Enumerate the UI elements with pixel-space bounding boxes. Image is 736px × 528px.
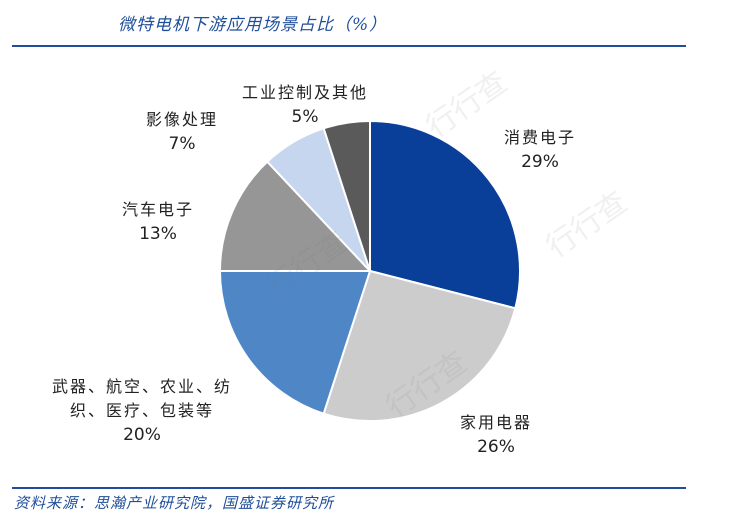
slice-label-group: 家用电器 26% bbox=[460, 413, 532, 457]
slice-label-group: 汽车电子 13% bbox=[122, 200, 194, 244]
chart-title: 微特电机下游应用场景占比（%） bbox=[118, 15, 388, 35]
source-rule bbox=[12, 487, 686, 489]
slice-label: 影像处理 bbox=[146, 110, 218, 129]
slice-label-group: 消费电子 29% bbox=[504, 128, 576, 172]
pie-slice bbox=[218, 160, 373, 272]
slice-value-label: 7% bbox=[169, 134, 196, 154]
pie-slice bbox=[322, 269, 517, 422]
slice-label: 织、医疗、包装等 bbox=[70, 401, 214, 420]
slice-label: 工业控制及其他 bbox=[242, 83, 368, 102]
slice-label: 家用电器 bbox=[460, 413, 532, 432]
pie-slice bbox=[322, 119, 371, 272]
source-note: 资料来源：思瀚产业研究院，国盛证券研究所 bbox=[14, 494, 335, 512]
slice-value-label: 29% bbox=[521, 152, 559, 172]
slice-label: 消费电子 bbox=[504, 128, 576, 147]
slice-value-label: 13% bbox=[139, 224, 177, 244]
slice-label-group: 武器、航空、农业、纺织、医疗、包装等 20% bbox=[52, 377, 232, 445]
slice-label-group: 工业控制及其他 5% bbox=[242, 83, 368, 127]
title-rule bbox=[12, 45, 686, 47]
slice-label-group: 影像处理 7% bbox=[146, 110, 218, 154]
slice-label: 汽车电子 bbox=[122, 200, 194, 219]
slice-value-label: 20% bbox=[123, 425, 161, 445]
pie-slice bbox=[218, 270, 372, 415]
slice-value-label: 5% bbox=[292, 107, 319, 127]
slice-label: 武器、航空、农业、纺 bbox=[52, 377, 232, 396]
pie-slice bbox=[369, 119, 521, 310]
slice-value-label: 26% bbox=[477, 437, 515, 457]
